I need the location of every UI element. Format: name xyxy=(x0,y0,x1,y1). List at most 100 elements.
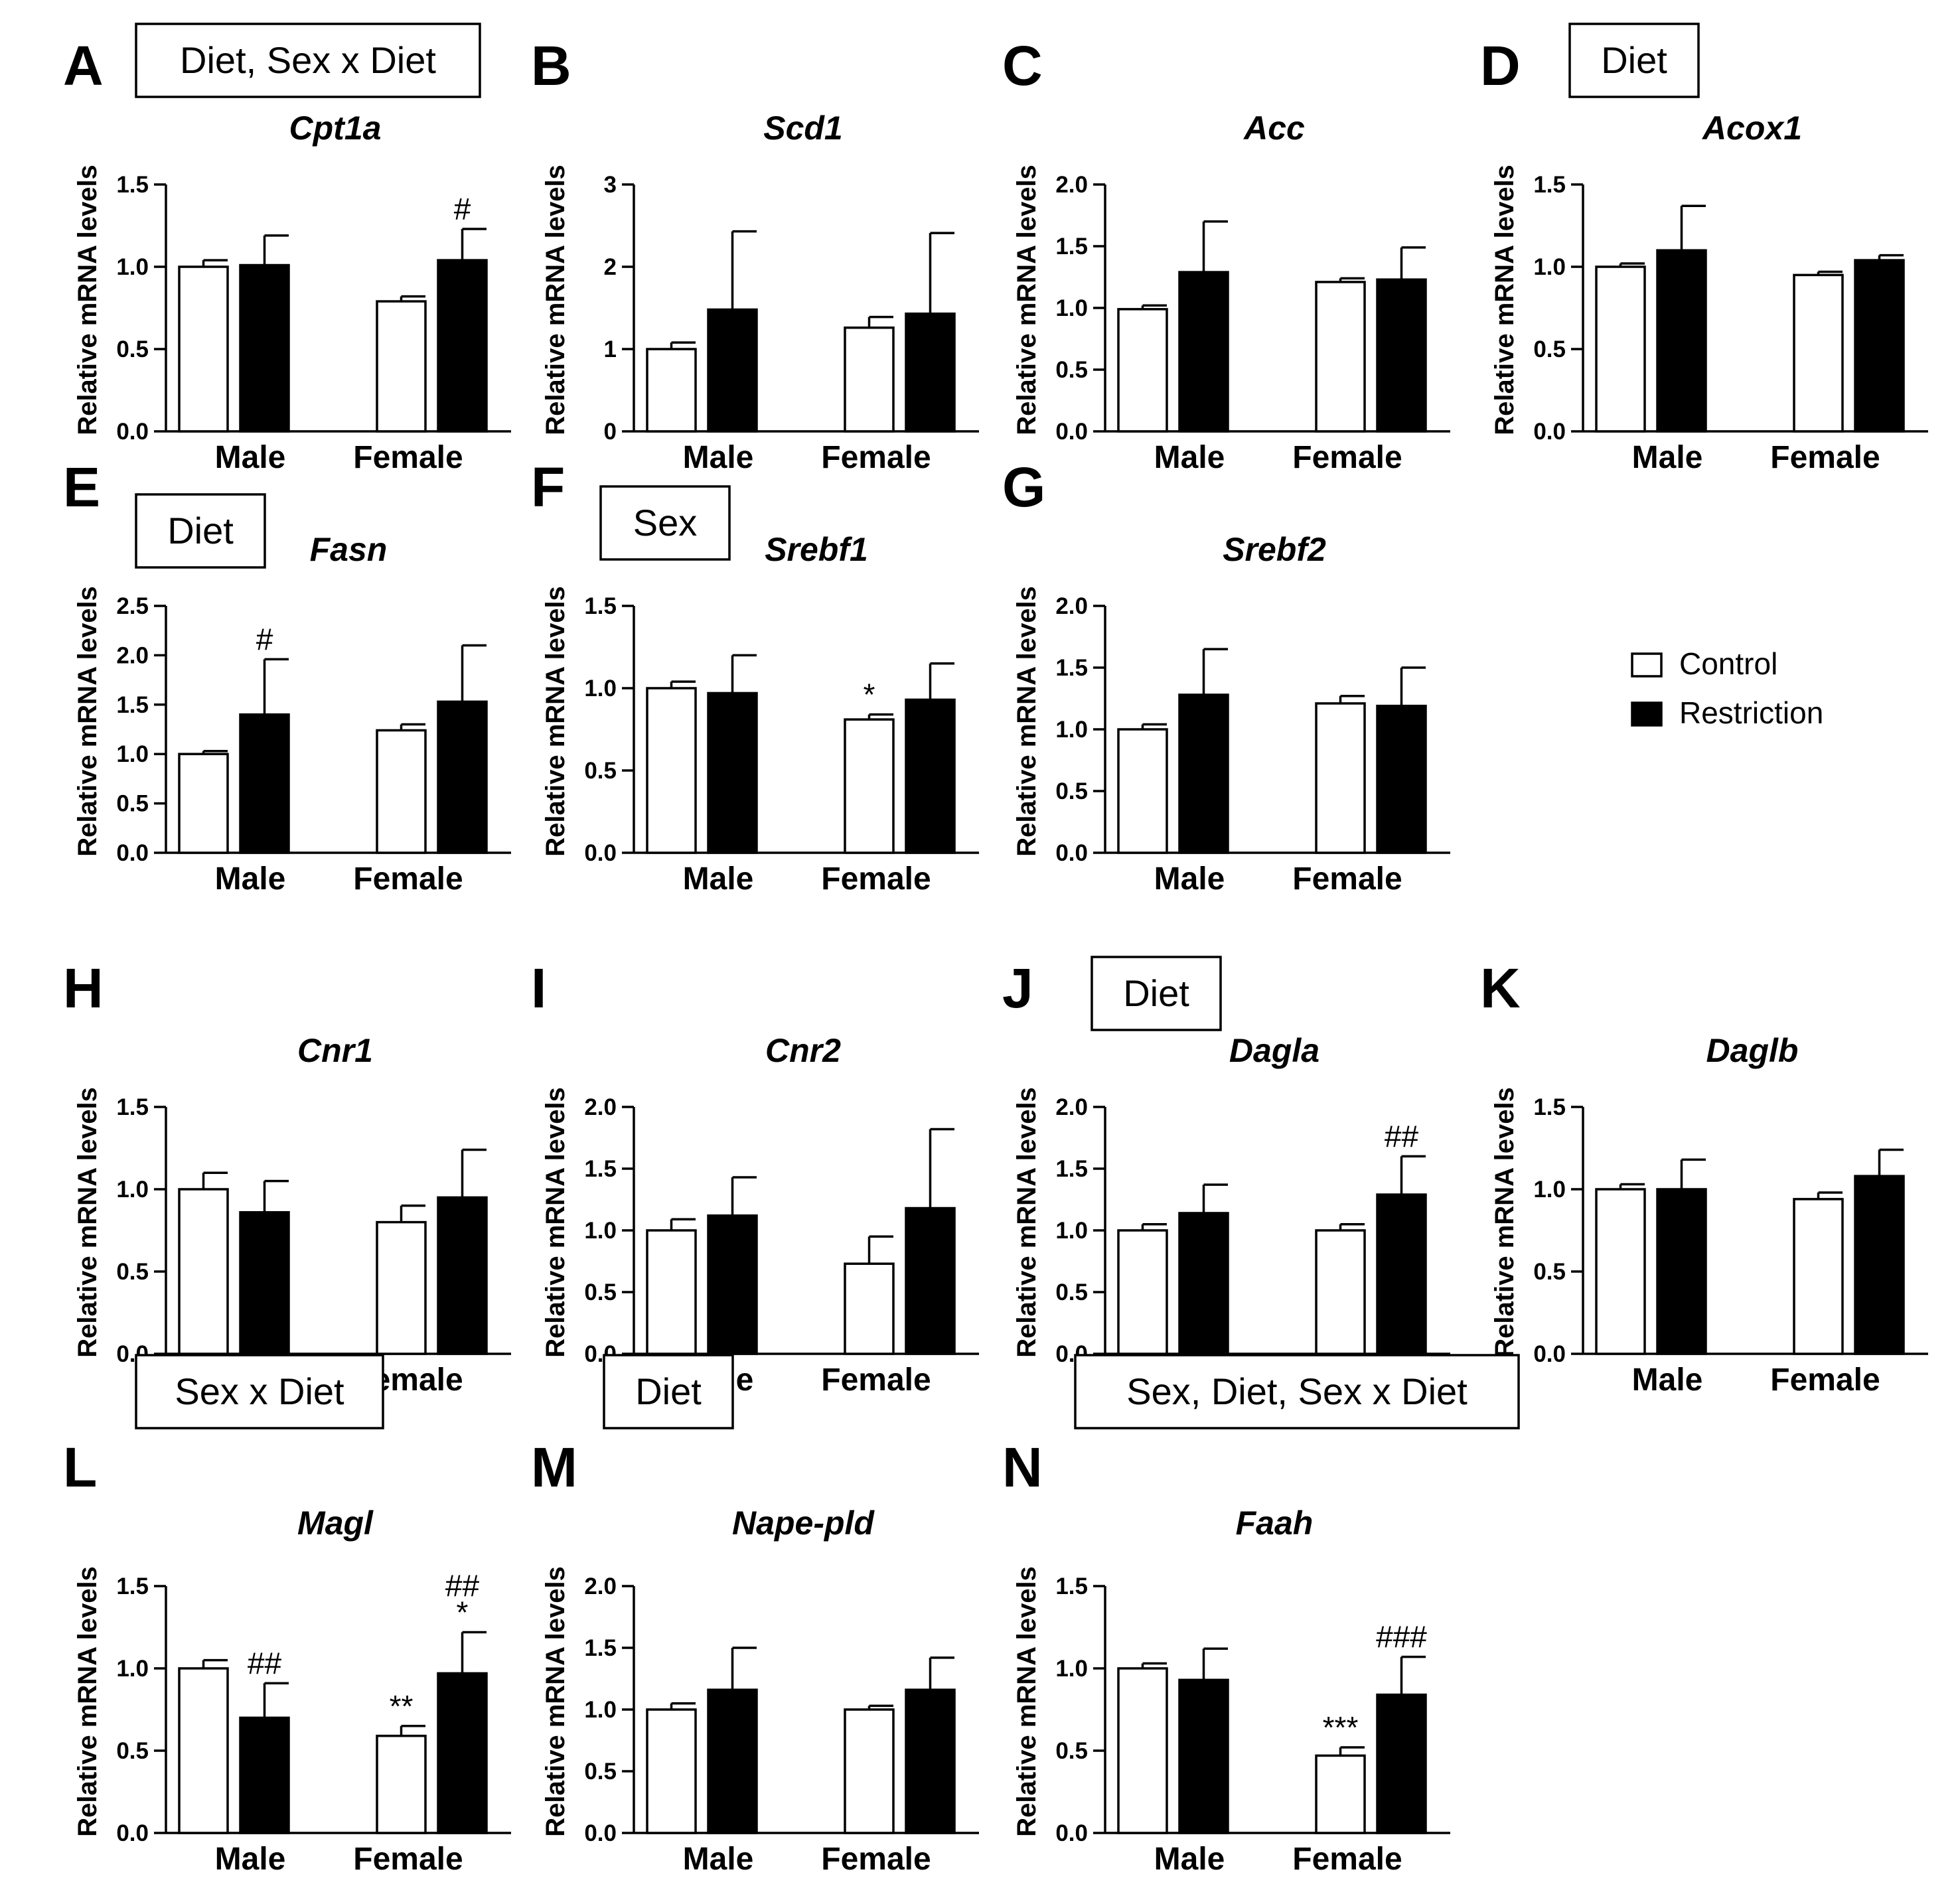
gene-title: Cnr1 xyxy=(297,1032,373,1069)
y-tick-label: 1.5 xyxy=(584,593,617,619)
bar-restriction-male xyxy=(239,1716,290,1834)
panel-g: G Srebf2 Relative mRNA levels 0.0 0.5 1.0 1.5 2… xyxy=(1002,456,1450,897)
significance-mark: ** xyxy=(390,1689,414,1723)
bar-control-male xyxy=(178,753,229,854)
x-tick-label: Male xyxy=(215,1842,286,1877)
significance-mark: * xyxy=(864,678,875,712)
bar-restriction-male xyxy=(707,1214,758,1355)
y-tick-label: 2.0 xyxy=(116,642,149,668)
bar-control-male xyxy=(178,1667,229,1834)
panel-letter: J xyxy=(1002,957,1033,1019)
legend-swatch-control xyxy=(1631,652,1663,678)
bar-control-female xyxy=(1315,1754,1366,1834)
significance-mark: ## xyxy=(1385,1119,1419,1153)
bar-control-female xyxy=(844,1262,895,1355)
y-tick-label: 2.0 xyxy=(584,1094,617,1120)
panel-letter: A xyxy=(63,35,104,97)
gene-title: Nape-pld xyxy=(732,1504,875,1542)
panel-e: E Diet Fasn Relative mRNA levels 0.0 0.5 1.0 1.… xyxy=(63,456,511,897)
y-tick-label: 2 xyxy=(604,254,617,280)
gene-title: Scd1 xyxy=(763,110,843,147)
y-axis-label: Relative mRNA levels xyxy=(1012,586,1041,857)
y-axis-label: Relative mRNA levels xyxy=(541,1566,570,1837)
bar-restriction-female xyxy=(437,259,488,433)
bar-restriction-male xyxy=(1178,1212,1229,1355)
bar-restriction-male xyxy=(1178,1678,1229,1834)
effect-box xyxy=(599,485,731,561)
y-tick-label: 1.0 xyxy=(1055,295,1088,321)
y-tick-label: 1.0 xyxy=(1055,717,1088,743)
significance-mark: # xyxy=(454,192,471,226)
y-tick-label: 1.5 xyxy=(1055,655,1088,681)
panel-k: K Daglb Relative mRNA levels 0.0 0.5 1.0 1.5 Ma… xyxy=(1480,957,1928,1398)
y-axis-label: Relative mRNA levels xyxy=(1490,1087,1519,1358)
y-tick-label: 0.5 xyxy=(1055,778,1088,804)
effect-box-label: Diet xyxy=(167,510,234,551)
y-tick-label: 1.5 xyxy=(116,692,149,718)
gene-title: Daglb xyxy=(1706,1032,1799,1069)
y-axis-label: Relative mRNA levels xyxy=(541,586,570,857)
y-axis-label: Relative mRNA levels xyxy=(73,586,102,857)
panel-letter: K xyxy=(1480,957,1521,1019)
gene-title: Srebf2 xyxy=(1223,531,1326,568)
bar-control-male xyxy=(646,1708,697,1834)
effect-box-label: Sex, Diet, Sex x Diet xyxy=(1126,1370,1468,1412)
gene-title: Fasn xyxy=(310,531,388,568)
bar-restriction-female xyxy=(437,1672,488,1834)
bar-restriction-male xyxy=(1178,271,1229,433)
y-axis-label: Relative mRNA levels xyxy=(73,1087,102,1358)
y-tick-label: 1.0 xyxy=(584,676,617,701)
y-tick-label: 0.0 xyxy=(1533,419,1566,445)
y-tick-label: 2.0 xyxy=(1055,172,1088,198)
bar-control-male xyxy=(1117,1229,1168,1355)
x-tick-label: Male xyxy=(1154,861,1225,897)
panel-letter: I xyxy=(531,957,546,1019)
y-tick-label: 1.5 xyxy=(1055,234,1088,259)
y-tick-label: 1.0 xyxy=(116,1656,149,1682)
bar-control-female xyxy=(844,718,895,854)
y-tick-label: 0.5 xyxy=(116,336,149,362)
y-tick-label: 2.0 xyxy=(1055,593,1088,619)
bar-control-male xyxy=(646,687,697,854)
effect-box-label: Diet, Sex x Diet xyxy=(180,39,436,81)
y-tick-label: 1.5 xyxy=(1055,1156,1088,1182)
panel-letter: N xyxy=(1002,1436,1043,1498)
y-tick-label: 0.5 xyxy=(1533,1259,1566,1285)
bar-restriction-male xyxy=(1656,249,1707,433)
effect-box xyxy=(135,23,481,98)
panel-l: L Sex x Diet Magl Relative mRNA levels 0.0 0.… xyxy=(63,1354,511,1877)
bar-restriction-female xyxy=(905,1688,956,1834)
legend-label-control: Control xyxy=(1679,646,1777,681)
legend-label-restriction: Restriction xyxy=(1679,695,1823,730)
panel-letter: B xyxy=(531,35,571,97)
bar-control-female xyxy=(376,729,427,854)
y-tick-label: 2.0 xyxy=(1055,1094,1088,1120)
y-tick-label: 0.5 xyxy=(584,1279,617,1305)
y-tick-label: 1.0 xyxy=(584,1218,617,1244)
gene-title: Faah xyxy=(1236,1504,1314,1542)
bar-restriction-female xyxy=(1854,1175,1905,1355)
y-tick-label: 1.0 xyxy=(116,741,149,767)
y-tick-label: 0.5 xyxy=(584,758,617,784)
panel-c: C Acc Relative mRNA levels 0.0 0.5 1.0 1.5 2.0 M… xyxy=(1002,35,1450,475)
x-tick-label: Female xyxy=(1292,1842,1402,1877)
bar-restriction-male xyxy=(707,1688,758,1834)
bar-restriction-female xyxy=(1376,704,1427,854)
bar-control-male xyxy=(1117,308,1168,433)
y-tick-label: 1.5 xyxy=(1055,1573,1088,1599)
x-tick-label: Female xyxy=(1292,440,1402,475)
y-tick-label: 2.5 xyxy=(116,593,149,619)
panel-letter: F xyxy=(531,456,565,518)
effect-box xyxy=(1091,956,1222,1031)
bar-restriction-male xyxy=(1178,694,1229,854)
y-tick-label: 1.5 xyxy=(1533,172,1566,198)
bar-restriction-female xyxy=(1376,1693,1427,1834)
effect-box-label: Sex x Diet xyxy=(175,1370,344,1412)
y-tick-label: 1.5 xyxy=(584,1156,617,1182)
bar-restriction-female xyxy=(1854,259,1905,433)
bar-control-female xyxy=(376,1734,427,1834)
significance-mark: ## xyxy=(248,1646,282,1680)
bar-control-male xyxy=(1595,1188,1646,1355)
bar-control-female xyxy=(1315,702,1366,854)
